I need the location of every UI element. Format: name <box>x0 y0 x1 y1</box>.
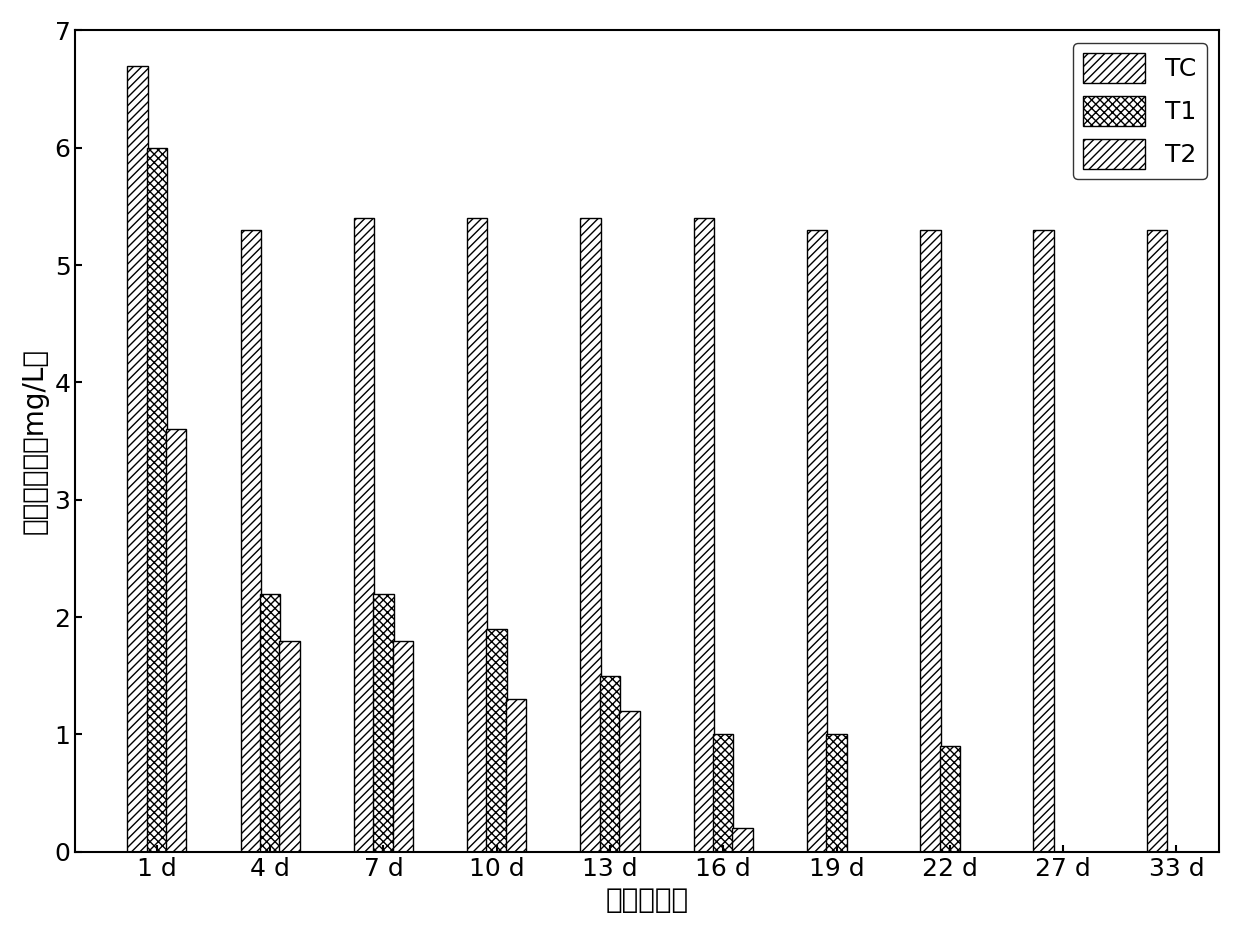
Bar <box>353 218 374 852</box>
Bar <box>826 734 847 852</box>
Bar <box>486 629 507 852</box>
Bar <box>146 148 167 852</box>
Bar <box>600 676 620 852</box>
Legend: TC, T1, T2: TC, T1, T2 <box>1073 43 1207 180</box>
X-axis label: 时间（天）: 时间（天） <box>605 886 688 914</box>
Bar <box>693 218 714 852</box>
Bar <box>260 594 280 852</box>
Bar <box>619 711 640 852</box>
Bar <box>713 734 733 852</box>
Bar <box>166 429 186 852</box>
Bar <box>1147 230 1167 852</box>
Y-axis label: 四环素浓度（mg/L）: 四环素浓度（mg/L） <box>21 348 48 534</box>
Bar <box>807 230 827 852</box>
Bar <box>373 594 393 852</box>
Bar <box>467 218 487 852</box>
Bar <box>920 230 941 852</box>
Bar <box>733 828 753 852</box>
Bar <box>940 746 960 852</box>
Bar <box>580 218 600 852</box>
Bar <box>393 640 413 852</box>
Bar <box>128 65 148 852</box>
Bar <box>506 699 526 852</box>
Bar <box>279 640 300 852</box>
Bar <box>1033 230 1054 852</box>
Bar <box>241 230 260 852</box>
